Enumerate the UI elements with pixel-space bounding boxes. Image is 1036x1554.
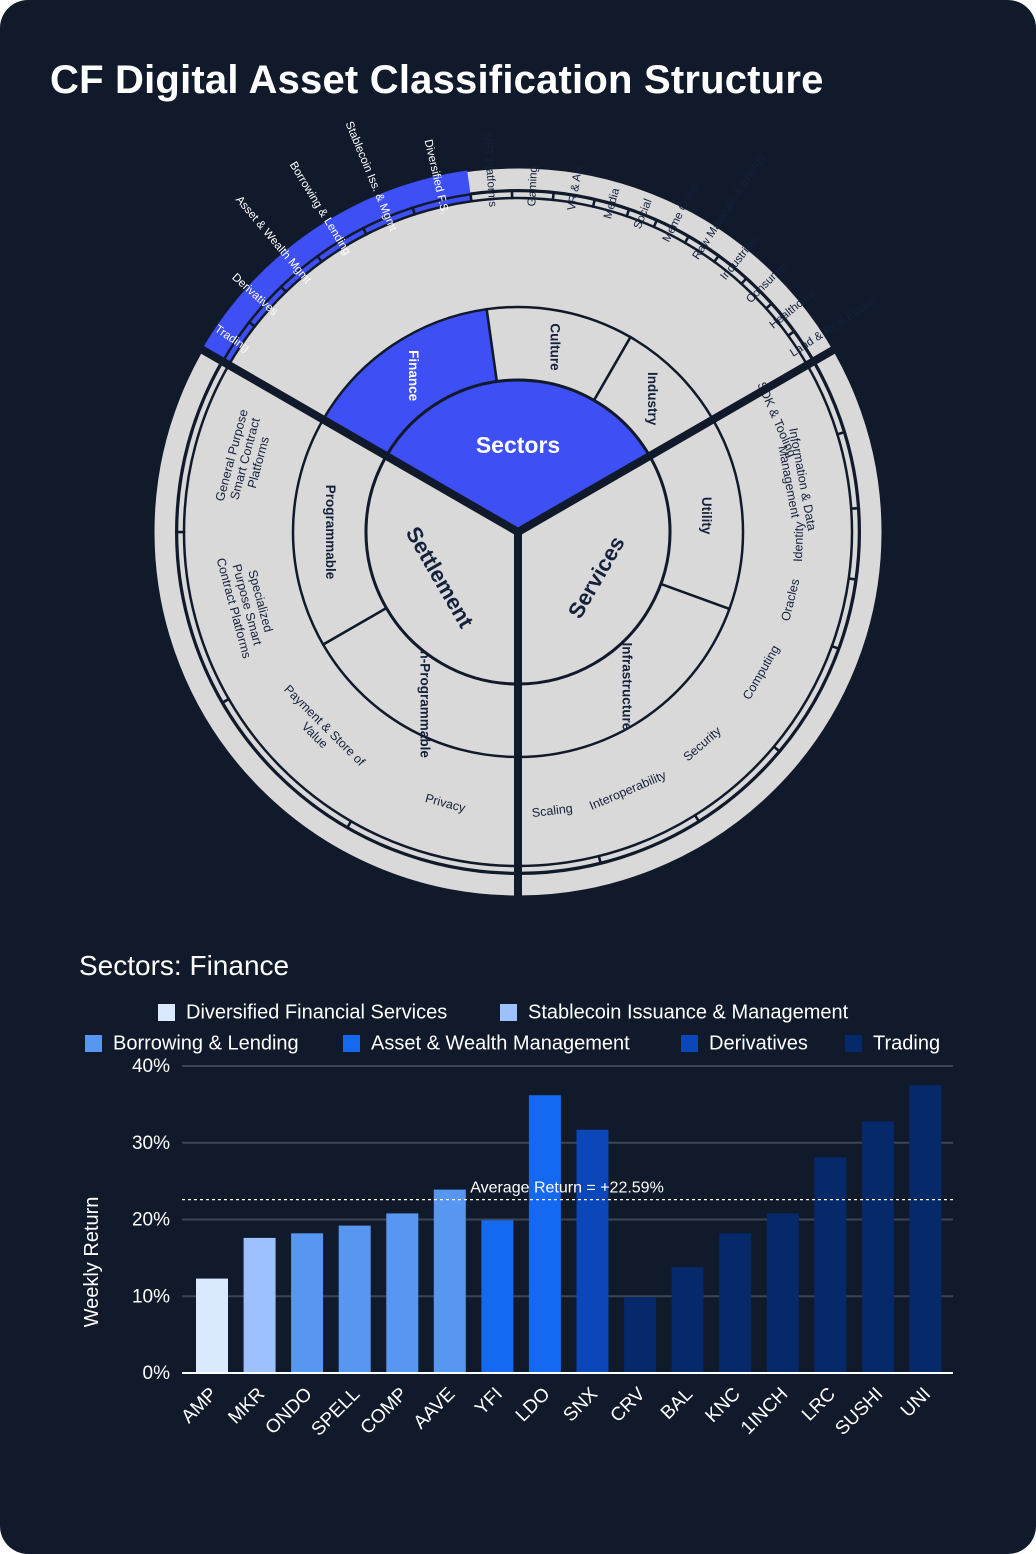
bar-comp	[386, 1213, 419, 1373]
bar-spell	[338, 1225, 371, 1373]
x-tick-label: LRC	[798, 1384, 840, 1426]
legend-swatch	[85, 1035, 102, 1052]
bar-bal	[671, 1267, 704, 1373]
group-label: Utility	[699, 497, 714, 535]
y-tick-label: 10%	[132, 1286, 170, 1307]
bar-knc	[719, 1233, 752, 1373]
legend-swatch	[681, 1035, 698, 1052]
legend-swatch	[158, 1004, 175, 1021]
legend-swatch	[845, 1035, 862, 1052]
y-axis-label: Weekly Return	[81, 1197, 103, 1328]
group-label: Industry	[645, 372, 660, 426]
x-tick-label: AAVE	[410, 1384, 460, 1434]
sector-divider	[516, 345, 837, 536]
sub-label: Scaling	[531, 801, 573, 820]
legend-label: Diversified Financial Services	[186, 1001, 447, 1023]
x-tick-label: SNX	[560, 1383, 603, 1426]
core-label-sectors: Sectors	[476, 432, 560, 458]
x-tick-label: SPELL	[308, 1384, 365, 1441]
page-title: CF Digital Asset Classification Structur…	[50, 58, 824, 102]
group-label: Finance	[406, 350, 421, 402]
legend-swatch	[500, 1004, 517, 1021]
bar-amp	[196, 1278, 228, 1373]
x-tick-label: YFI	[471, 1384, 507, 1420]
finance-border-band	[201, 170, 471, 361]
x-tick-label: AMP	[178, 1384, 222, 1428]
sub-label: Identity	[791, 521, 806, 563]
sub-label: Gaming	[526, 166, 540, 207]
legend-label: Asset & Wealth Management	[371, 1032, 630, 1054]
x-tick-label: KNC	[702, 1384, 745, 1427]
x-tick-label: BAL	[657, 1384, 697, 1424]
bar-sushi	[861, 1121, 894, 1373]
group-label: Non-Programmable	[417, 633, 432, 759]
bar-snx	[576, 1129, 609, 1373]
legend-label: Stablecoin Issuance & Management	[528, 1001, 849, 1023]
x-tick-label: COMP	[357, 1384, 412, 1439]
x-tick-label: CRV	[607, 1383, 650, 1426]
bar-uni	[909, 1085, 942, 1373]
sector-divider	[199, 345, 520, 536]
bar-aave	[433, 1189, 466, 1373]
average-return-label: Average Return = +22.59%	[470, 1180, 664, 1197]
bar-ldo	[528, 1095, 561, 1373]
group-label: Programmable	[323, 485, 338, 580]
legend-label: Trading	[873, 1032, 940, 1054]
legend-label: Borrowing & Lending	[113, 1032, 299, 1054]
bar-crv	[624, 1297, 657, 1373]
legend-swatch	[343, 1035, 360, 1052]
group-label: Culture	[547, 323, 562, 371]
chart-title: Sectors: Finance	[79, 950, 289, 981]
bar-1inch	[766, 1213, 799, 1373]
bar-ondo	[291, 1233, 324, 1373]
x-tick-label: UNI	[897, 1384, 935, 1422]
sector-core-sectors	[384, 378, 652, 534]
x-tick-label: MKR	[224, 1384, 269, 1429]
x-tick-label: 1INCH	[737, 1384, 792, 1439]
group-label: Infrastructure	[620, 643, 635, 731]
x-tick-label: SUSHI	[831, 1384, 887, 1440]
x-tick-label: ONDO	[262, 1384, 317, 1439]
bar-lrc	[814, 1157, 847, 1373]
y-tick-label: 30%	[132, 1133, 170, 1154]
y-tick-label: 0%	[143, 1363, 171, 1384]
sub-label: NFT Platforms	[481, 133, 499, 208]
legend-label: Derivatives	[709, 1032, 808, 1054]
x-tick-label: LDO	[512, 1384, 554, 1426]
bar-yfi	[481, 1220, 514, 1373]
y-tick-label: 40%	[132, 1056, 170, 1077]
y-tick-label: 20%	[132, 1210, 170, 1231]
bar-mkr	[243, 1237, 276, 1373]
